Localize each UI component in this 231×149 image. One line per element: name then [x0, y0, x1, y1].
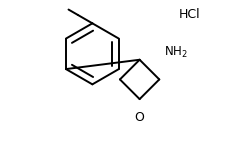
Text: NH$_2$: NH$_2$	[164, 45, 187, 60]
Text: HCl: HCl	[178, 8, 200, 21]
Text: O: O	[134, 111, 144, 124]
